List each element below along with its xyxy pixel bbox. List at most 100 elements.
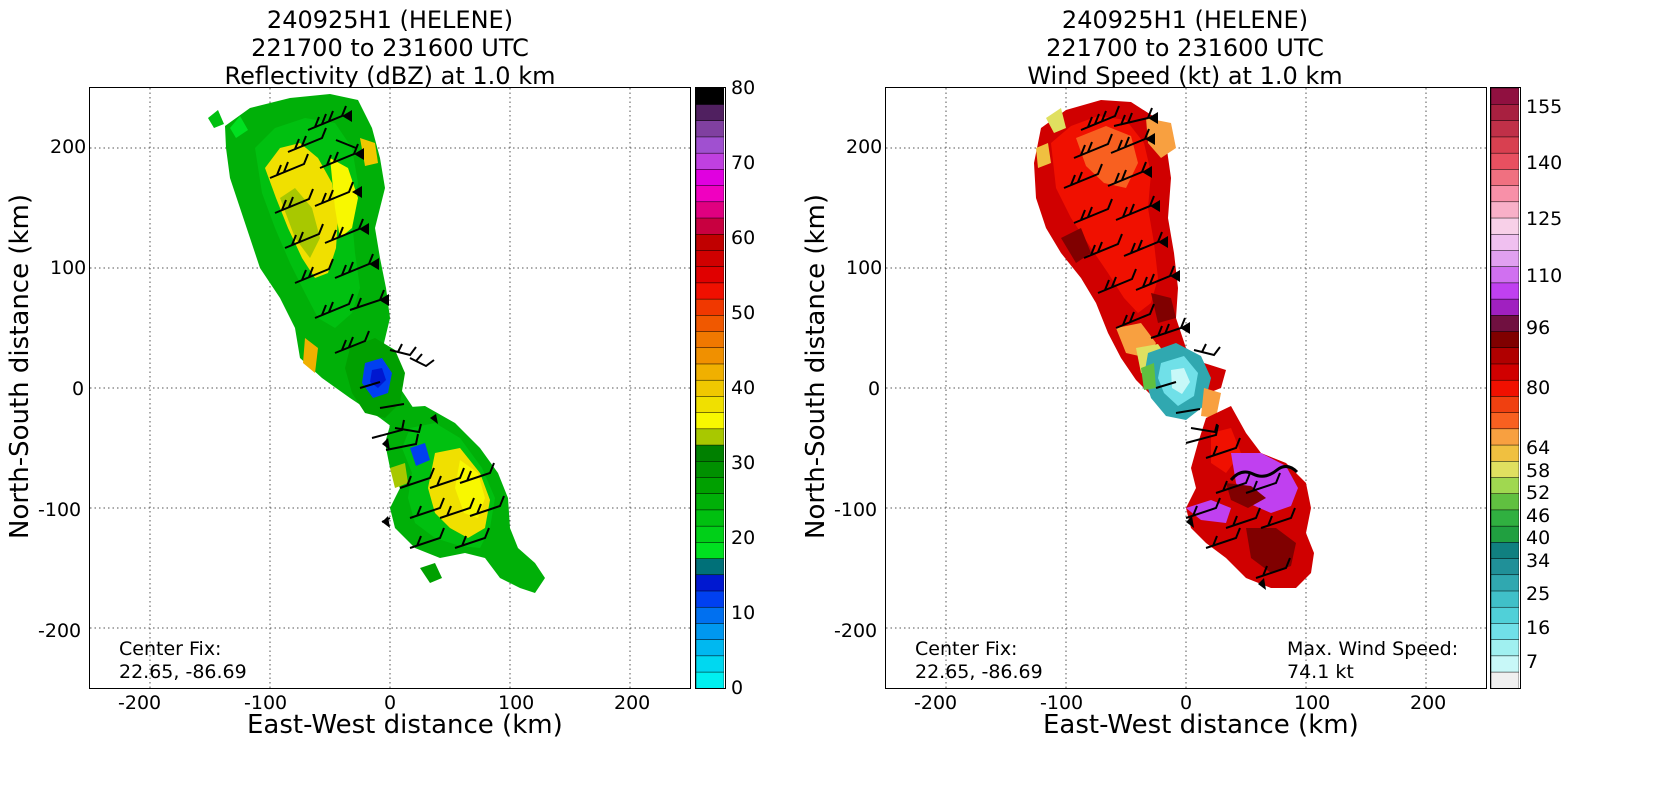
colorbar-tick-label: 80 (1526, 377, 1551, 399)
colorbar-swatch (1491, 136, 1519, 154)
colorbar-tick-label: 7 (1526, 650, 1539, 673)
colorbar-swatch (696, 168, 724, 186)
colorbar-swatch (696, 460, 724, 478)
colorbar-swatch (1491, 120, 1519, 138)
colorbar-swatch (696, 428, 724, 446)
y-tick: -100 (38, 499, 82, 521)
colorbar-swatch (1491, 233, 1519, 251)
colorbar-tick-label: 125 (1526, 208, 1563, 231)
y-tick: 200 (846, 136, 883, 158)
colorbar-tick-label: 50 (731, 302, 756, 324)
windspeed-field (1034, 100, 1314, 588)
y-tick: -100 (834, 499, 878, 521)
colorbar-swatch (1491, 558, 1519, 576)
colorbar-swatch (1491, 639, 1519, 657)
reflectivity-plot-area (89, 87, 691, 689)
max-wind-annotation: Max. Wind Speed: 74.1 kt (1287, 638, 1458, 684)
center-fix-value: 22.65, -86.69 (119, 661, 247, 683)
reflectivity-panel: 240925H1 (HELENE) 221700 to 231600 UTC R… (0, 0, 820, 787)
colorbar-tick-label: 16 (1526, 617, 1551, 639)
colorbar-swatch (696, 493, 724, 511)
barb-flags (1142, 112, 1266, 590)
x-tick: -200 (914, 692, 958, 714)
colorbar-swatch (696, 412, 724, 430)
y-tick: -200 (38, 620, 82, 642)
colorbar-swatch (696, 201, 724, 219)
colorbar-swatch (696, 606, 724, 624)
colorbar-tick-label: 155 (1526, 95, 1563, 118)
x-tick: 0 (384, 692, 397, 714)
colorbar-swatch (696, 476, 724, 494)
colorbar-swatch (696, 314, 724, 332)
colorbar-swatch (696, 136, 724, 154)
colorbar-swatch (696, 363, 724, 381)
colorbar-swatch (696, 266, 724, 284)
colorbar-swatch (696, 444, 724, 462)
colorbar-swatch (1491, 541, 1519, 559)
gridlines (886, 88, 1486, 688)
windspeed-colorbar (1490, 87, 1521, 689)
colorbar-swatch (696, 282, 724, 300)
colorbar-swatch (1491, 590, 1519, 608)
colorbar-swatch (1491, 201, 1519, 219)
colorbar-swatch (1491, 282, 1519, 300)
colorbar-swatch (1491, 444, 1519, 462)
colorbar-tick-label: 80 (731, 77, 756, 99)
x-tick: -100 (244, 692, 288, 714)
colorbar-swatch (696, 639, 724, 657)
windspeed-map (886, 88, 1486, 688)
reflectivity-title: 240925H1 (HELENE) 221700 to 231600 UTC R… (70, 6, 710, 90)
colorbar-swatch (696, 347, 724, 365)
colorbar-tick-label: 34 (1526, 549, 1551, 572)
y-tick: 100 (50, 257, 87, 279)
colorbar-tick-label: 30 (731, 452, 756, 474)
colorbar-swatch (1491, 379, 1519, 397)
y-axis-label: North-South distance (km) (801, 193, 831, 539)
colorbar-swatch (696, 379, 724, 397)
colorbar-swatch (1491, 460, 1519, 478)
colorbar-swatch (1491, 103, 1519, 121)
y-tick: -200 (834, 620, 878, 642)
windspeed-title: 240925H1 (HELENE) 221700 to 231600 UTC W… (865, 6, 1505, 90)
x-tick: 100 (498, 692, 535, 714)
colorbar-swatch (1491, 574, 1519, 592)
title-line-1: 240925H1 (HELENE) (266, 6, 514, 34)
colorbar-swatch (696, 217, 724, 235)
colorbar-swatch (1491, 428, 1519, 446)
windspeed-panel: 240925H1 (HELENE) 221700 to 231600 UTC W… (801, 0, 1655, 787)
center-fix-label: Center Fix: (119, 638, 222, 660)
colorbar-tick-label: 96 (1526, 317, 1551, 339)
x-tick: 200 (614, 692, 651, 714)
colorbar-swatch (696, 103, 724, 121)
x-tick: 200 (1410, 692, 1447, 714)
colorbar-swatch (1491, 88, 1519, 105)
colorbar-swatch (1491, 671, 1519, 688)
colorbar-swatch (1491, 606, 1519, 624)
colorbar-swatch (696, 152, 724, 170)
colorbar-tick-label: 46 (1526, 504, 1551, 527)
colorbar-swatch (1491, 655, 1519, 673)
wind-barbs (269, 105, 505, 549)
colorbar-swatch (696, 622, 724, 640)
colorbar-tick-label: 25 (1526, 583, 1551, 606)
y-axis-label: North-South distance (km) (5, 193, 35, 539)
colorbar-swatch (696, 233, 724, 251)
x-tick: -100 (1040, 692, 1084, 714)
colorbar-swatch (1491, 363, 1519, 381)
max-wind-value: 74.1 kt (1287, 661, 1354, 683)
colorbar-swatch (1491, 266, 1519, 284)
colorbar-swatch (696, 509, 724, 527)
colorbar-swatch (1491, 314, 1519, 332)
colorbar-swatch (1491, 298, 1519, 316)
center-fix-value: 22.65, -86.69 (915, 661, 1043, 683)
y-tick: 100 (846, 257, 883, 279)
colorbar-swatch (1491, 476, 1519, 494)
colorbar-swatch (696, 330, 724, 349)
x-axis-label: East-West distance (km) (1043, 710, 1359, 740)
reflectivity-colorbar (695, 87, 726, 689)
colorbar-swatch (1491, 525, 1519, 543)
x-tick: -200 (118, 692, 162, 714)
colorbar-swatch (696, 541, 724, 559)
colorbar-swatch (696, 655, 724, 673)
center-fix-annotation: Center Fix: 22.65, -86.69 (119, 638, 247, 684)
